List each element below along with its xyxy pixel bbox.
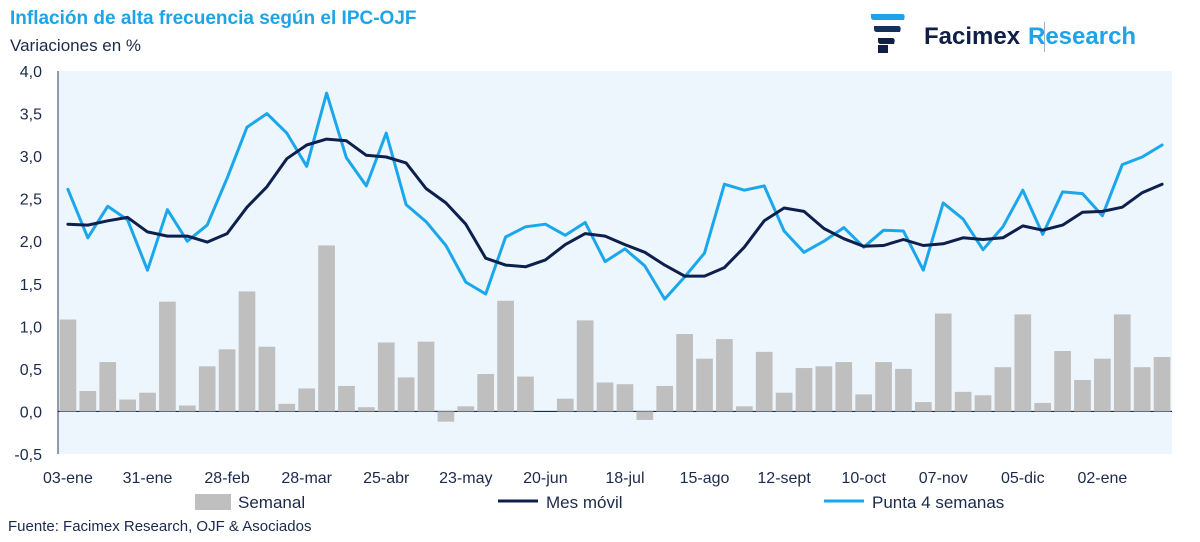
bar-semanal [437, 411, 455, 422]
bar-semanal [477, 373, 495, 412]
bar-semanal [596, 382, 614, 412]
legend-label-punta: Punta 4 semanas [872, 493, 1004, 512]
y-tick-label: 1,0 [20, 319, 42, 336]
bar-semanal [934, 313, 952, 412]
bar-semanal [178, 405, 196, 412]
x-tick-label: 20-jun [523, 470, 567, 487]
chart-title: Inflación de alta frecuencia según el IP… [10, 8, 417, 29]
bar-semanal [875, 362, 892, 412]
bar-semanal [357, 407, 375, 412]
bar-semanal [457, 406, 475, 412]
x-tick-label: 02-ene [1077, 470, 1127, 487]
bar-semanal [795, 368, 813, 412]
y-tick-label: 2,0 [20, 234, 42, 251]
bar-semanal [755, 351, 773, 412]
x-tick-label: 03-ene [43, 470, 93, 487]
bar-semanal [298, 388, 316, 412]
bar-semanal [1014, 314, 1032, 412]
bar-semanal [855, 394, 873, 412]
x-tick-label: 23-may [439, 470, 492, 487]
bar-semanal [1133, 367, 1151, 412]
facimex-logo-icon [871, 14, 905, 53]
x-tick-label: 28-mar [281, 470, 332, 487]
bar-semanal [815, 366, 833, 412]
bar-semanal [397, 377, 415, 412]
x-tick-label: 15-ago [680, 470, 730, 487]
y-tick-label: 3,5 [20, 107, 42, 124]
y-tick-label: 1,5 [20, 277, 42, 294]
bar-semanal [417, 341, 435, 412]
bar-semanal [954, 391, 972, 412]
bar-semanal [556, 398, 574, 412]
bar-semanal [497, 300, 514, 412]
legend-swatch-semanal [195, 494, 231, 510]
logo-separator [1044, 22, 1045, 52]
bar-semanal [218, 349, 236, 412]
bar-semanal [238, 291, 256, 412]
bar-semanal [377, 342, 395, 412]
bar-semanal [79, 391, 97, 412]
y-tick-label: 2,5 [20, 192, 42, 209]
bar-semanal [338, 385, 355, 412]
y-tick-label: 4,0 [20, 64, 42, 81]
line-punta-4-semanas [66, 91, 1164, 301]
legend: Semanal Mes móvil Punta 4 semanas [195, 493, 1004, 512]
bar-semanal [139, 392, 156, 412]
line-mes-movil [66, 137, 1164, 278]
bar-semanal [835, 362, 853, 412]
bar-semanal [974, 395, 992, 412]
bar-semanal [59, 319, 77, 412]
bar-semanal [636, 411, 654, 420]
bar-semanal [517, 376, 534, 412]
facimex-logo: Facimex Research [868, 10, 1188, 60]
bar-semanal [318, 245, 335, 412]
bar-semanal [576, 320, 594, 412]
bar-semanal [159, 301, 176, 412]
bar-semanal [99, 362, 117, 412]
bar-semanal [119, 399, 136, 412]
bar-semanal [716, 339, 733, 412]
source-note: Fuente: Facimex Research, OJF & Asociado… [8, 518, 312, 535]
bar-semanal [696, 358, 713, 412]
y-tick-label: 0,5 [20, 362, 42, 379]
x-tick-label: 12-sept [757, 470, 811, 487]
y-tick-label: 3,0 [20, 149, 42, 166]
x-tick-label: 25-abr [363, 470, 410, 487]
x-tick-label: 07-nov [919, 470, 968, 487]
bar-semanal [1113, 314, 1131, 412]
bar-semanal [198, 366, 216, 412]
x-tick-label: 28-feb [204, 470, 249, 487]
bar-semanal [1153, 356, 1171, 412]
bar-semanal [1054, 351, 1071, 412]
bar-semanal [1074, 379, 1091, 412]
legend-label-mes-movil: Mes móvil [546, 493, 623, 512]
y-tick-label: 0,0 [20, 404, 42, 421]
logo-division-text: Research [1028, 23, 1137, 50]
bar-semanal [676, 333, 693, 412]
bar-semanal [278, 403, 296, 412]
x-tick-label: 05-dic [1001, 470, 1045, 487]
bar-semanal [775, 392, 793, 412]
x-tick-label: 31-ene [123, 470, 173, 487]
logo-brand-text: Facimex [924, 23, 1021, 50]
bar-semanal [656, 385, 674, 412]
bar-semanal [895, 368, 912, 412]
bar-semanal [258, 346, 276, 412]
chart-subtitle: Variaciones en % [10, 36, 142, 55]
x-tick-label: 10-oct [841, 470, 886, 487]
bar-semanal [735, 406, 753, 412]
y-tick-label: -0,5 [14, 447, 42, 464]
x-tick-label: 18-jul [605, 470, 644, 487]
bar-semanal [616, 384, 634, 412]
bar-semanal [994, 367, 1012, 412]
bar-semanal [1094, 358, 1111, 412]
bar-semanal [914, 402, 932, 412]
bar-semanal [1034, 402, 1052, 412]
legend-label-semanal: Semanal [238, 493, 305, 512]
